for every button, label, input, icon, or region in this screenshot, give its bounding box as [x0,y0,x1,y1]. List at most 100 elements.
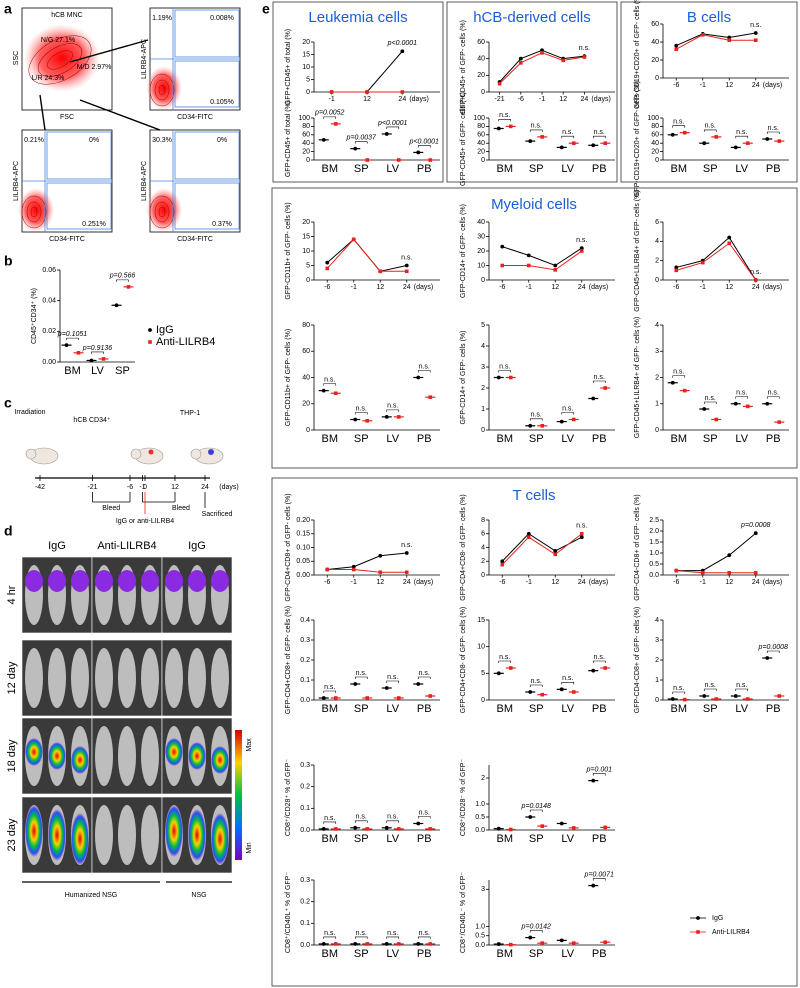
bracket [354,676,368,679]
x-tick-label: 12 [376,579,384,586]
x-tick-label: PB [417,948,432,960]
point [753,571,758,575]
annotation: p<0.0001 [387,40,417,47]
point [591,668,596,673]
x-tick-label: BM [497,163,514,175]
y-tick-label: 40 [302,140,310,147]
x-axis-label: (days) [409,96,428,103]
annotation: n.s. [531,678,542,685]
annotation: n.s. [705,395,716,402]
x-tick-label: -1 [539,96,545,103]
point [670,697,675,701]
point [365,827,370,831]
annotation: n.s. [736,390,747,397]
x-tick-label: SP [354,833,369,845]
flow-cloud [18,188,54,232]
point [591,883,596,888]
quadrant-value: 0.105% [210,99,234,106]
x-tick-label: PB [766,163,781,175]
point [559,687,564,692]
arrow [79,99,161,131]
flow-contour [26,201,42,223]
y-tick-label: 10 [302,248,310,255]
mouse-image [95,805,113,865]
bracket [703,688,717,691]
x-tick-label: PB [417,433,432,445]
annotation: n.s. [531,412,542,419]
y-tick-label: 0 [481,572,485,579]
point [526,535,531,539]
x-tick-label: -21 [495,96,505,103]
point [404,551,409,555]
x-tick-label: LV [735,433,748,445]
point [553,268,558,272]
x-tick-label: -6 [499,284,505,291]
point [528,815,533,819]
legend-label: Anti-LILRB4 [712,929,750,936]
annotation: p=0.0148 [521,803,551,810]
section-title: Myeloid cells [491,196,577,213]
y-axis-label: GFP-CD4+CD8+ of GFP- cells (%) [285,606,292,714]
series-line [499,49,585,83]
y-tick-label: 0.0 [649,572,659,579]
point [528,935,533,940]
panel-letter: a [4,1,12,17]
point [396,942,401,946]
timeline-note: Bleed [102,505,120,512]
y-axis-label: GFP-CD45+ of GFP- cells (%) [460,20,467,114]
point [333,942,338,946]
y-tick-label: 1.5 [649,539,659,546]
annotation: n.s. [531,123,542,130]
point [496,826,501,831]
y-tick-label: 80 [651,123,659,130]
x-tick-label: LV [386,833,399,845]
x-axis-label: (days) [763,284,782,291]
y-tick-label: 0.0 [475,827,485,834]
point [518,56,523,61]
point [400,90,405,94]
point [76,351,81,355]
flow-cloud [146,188,182,232]
x-tick-label: BM [64,365,81,377]
point [670,132,675,137]
x-tick-label: 12 [559,96,567,103]
x-tick-label: BM [497,833,514,845]
x-tick-label: BM [497,433,514,445]
point [540,424,545,428]
gate-label: N/G 27.1% [41,37,75,44]
point [428,694,433,698]
point [321,137,326,142]
point [353,682,358,686]
bracket [703,129,717,132]
point [329,90,334,94]
annotation: n.s. [562,405,573,412]
tumor [208,449,214,455]
x-tick-label: 12 [725,82,733,89]
y-tick-label: 4 [655,617,659,624]
point [674,568,679,573]
point [561,58,565,63]
y-tick-label: 0.0 [475,942,485,949]
annotation: n.s. [419,363,430,370]
axis-label: LILRB4-APC [141,39,148,79]
point [351,567,356,572]
x-tick-label: SP [529,433,544,445]
gate [174,60,240,108]
y-axis-label: GFP-CD45+LILRB4+ of GFP- cells (%) [634,317,641,438]
signal [211,746,229,774]
timeline-day: 0 [143,484,147,491]
point [89,358,94,363]
x-tick-label: BM [497,948,514,960]
y-tick-label: 0.10 [296,544,310,551]
point [727,571,732,575]
y-tick-label: 2 [655,258,659,265]
annotation: p=0.001 [586,766,613,773]
y-tick-label: 20 [651,57,659,64]
frame [620,1,798,183]
panel-letter: e [262,1,270,17]
x-tick-label: LV [561,948,574,960]
x-tick-label: -1 [700,284,706,291]
bracket [354,412,368,415]
bracket [417,370,431,373]
